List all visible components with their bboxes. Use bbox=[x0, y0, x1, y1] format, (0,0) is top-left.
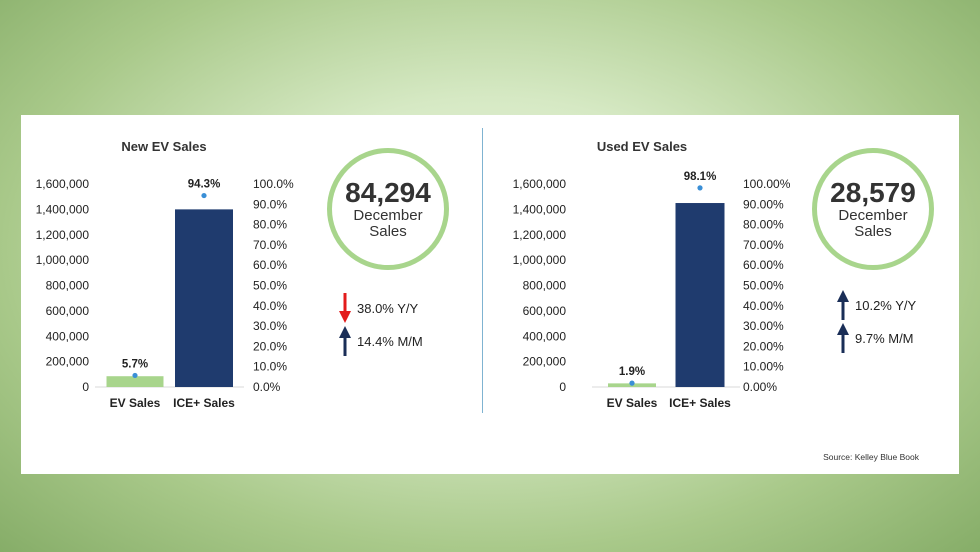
bar-ice-sales bbox=[175, 209, 233, 387]
yoy-stat-text: 38.0% Y/Y bbox=[357, 300, 419, 316]
infographic-card: New EV Sales 1,600,000 1,400,000 1,200,000… bbox=[21, 115, 959, 474]
y2-axis-tick-label: 30.0% bbox=[253, 319, 287, 333]
mom-stat: 9.7% M/M bbox=[837, 323, 914, 353]
new-ev-panel: New EV Sales 1,600,000 1,400,000 1,200,000… bbox=[21, 115, 481, 474]
y-axis-tick-label: 1,400,000 bbox=[36, 202, 90, 216]
y-axis-tick-label: 200,000 bbox=[46, 355, 90, 369]
mom-stat-text: 14.4% M/M bbox=[357, 333, 423, 349]
y2-axis-tick-label: 70.00% bbox=[743, 238, 784, 252]
y2-axis-tick-label: 40.00% bbox=[743, 299, 784, 313]
arrow-up-icon bbox=[339, 326, 351, 356]
yoy-stat-text: 10.2% Y/Y bbox=[855, 297, 917, 313]
bar-ice-sales bbox=[675, 203, 725, 387]
total-sales-ring: 28,579 December Sales bbox=[812, 148, 934, 270]
share-data-label: 5.7% bbox=[122, 358, 148, 370]
arrow-up-icon bbox=[837, 323, 849, 353]
share-data-label: 98.1% bbox=[684, 171, 717, 183]
y2-axis-tick-label: 50.00% bbox=[743, 279, 784, 293]
yoy-stat: 38.0% Y/Y bbox=[339, 293, 418, 323]
used-ev-sales-chart: 1,600,000 1,400,000 1,200,000 1,000,000 800,… bbox=[513, 171, 791, 410]
y-axis-tick-label: 1,600,000 bbox=[513, 177, 567, 191]
y-axis-tick-label: 800,000 bbox=[46, 279, 90, 293]
y2-axis-tick-label: 20.00% bbox=[743, 339, 784, 353]
y2-axis-tick-label: 50.0% bbox=[253, 279, 287, 293]
total-sales-label-sales: Sales bbox=[369, 223, 407, 240]
arrow-down-icon bbox=[339, 293, 351, 323]
total-sales-label-month: December bbox=[838, 207, 908, 224]
x-axis-category-label: ICE+ Sales bbox=[173, 396, 235, 410]
total-sales-ring: 84,294 December Sales bbox=[327, 148, 449, 270]
y-axis-tick-label: 1,200,000 bbox=[36, 228, 90, 242]
share-point bbox=[132, 372, 138, 379]
y2-axis-tick-label: 40.0% bbox=[253, 299, 287, 313]
y2-axis-tick-label: 80.00% bbox=[743, 218, 784, 232]
total-sales-value: 28,579 bbox=[830, 177, 916, 208]
y-axis-tick-label: 1,600,000 bbox=[36, 177, 90, 191]
y-axis-tick-label: 600,000 bbox=[523, 304, 567, 318]
y2-axis-tick-label: 90.0% bbox=[253, 197, 287, 211]
chart-title: Used EV Sales bbox=[596, 139, 688, 154]
y2-axis-tick-label: 60.00% bbox=[743, 258, 784, 272]
y2-axis-tick-label: 90.00% bbox=[743, 197, 784, 211]
new-ev-sales-chart: 1,600,000 1,400,000 1,200,000 1,000,000 800,… bbox=[36, 177, 294, 410]
total-sales-value: 84,294 bbox=[345, 177, 431, 208]
share-point bbox=[697, 185, 703, 191]
y2-axis-tick-label: 100.0% bbox=[253, 177, 294, 191]
y-axis-tick-label: 400,000 bbox=[46, 329, 90, 343]
share-data-label: 1.9% bbox=[619, 366, 645, 378]
y2-axis-tick-label: 100.00% bbox=[743, 177, 791, 191]
used-ev-panel: Used EV Sales 1,600,000 1,400,000 1,200,00… bbox=[497, 115, 957, 474]
y-axis-tick-label: 1,200,000 bbox=[513, 228, 567, 242]
mom-stat-text: 9.7% M/M bbox=[855, 330, 914, 346]
y2-axis-tick-label: 60.0% bbox=[253, 258, 287, 272]
bar-ev-sales bbox=[106, 376, 164, 387]
y-axis-tick-label: 400,000 bbox=[523, 329, 567, 343]
y2-axis-tick-label: 0.0% bbox=[253, 380, 281, 394]
total-sales-label-month: December bbox=[353, 207, 423, 224]
x-axis-category-label: EV Sales bbox=[110, 396, 161, 410]
y2-axis-tick-label: 0.00% bbox=[743, 380, 777, 394]
y-axis-tick-label: 200,000 bbox=[523, 355, 567, 369]
share-point bbox=[629, 380, 635, 386]
y2-axis-tick-label: 20.0% bbox=[253, 339, 287, 353]
total-sales-label-sales: Sales bbox=[854, 223, 892, 240]
x-axis-category-label: EV Sales bbox=[607, 396, 658, 410]
source-note: Source: Kelley Blue Book bbox=[823, 452, 919, 462]
y-axis-tick-label: 0 bbox=[82, 380, 89, 394]
y2-axis-tick-label: 80.0% bbox=[253, 218, 287, 232]
arrow-up-icon bbox=[837, 290, 849, 320]
mom-stat: 14.4% M/M bbox=[339, 326, 423, 356]
y-axis-tick-label: 1,400,000 bbox=[513, 202, 567, 216]
share-data-label: 94.3% bbox=[188, 179, 221, 191]
y2-axis-tick-label: 10.0% bbox=[253, 360, 287, 374]
y-axis-tick-label: 800,000 bbox=[523, 279, 567, 293]
yoy-stat: 10.2% Y/Y bbox=[837, 290, 916, 320]
y-axis-tick-label: 0 bbox=[559, 380, 566, 394]
y2-axis-tick-label: 70.0% bbox=[253, 238, 287, 252]
y2-axis-tick-label: 30.00% bbox=[743, 319, 784, 333]
y-axis-tick-label: 600,000 bbox=[46, 304, 90, 318]
y2-axis-tick-label: 10.00% bbox=[743, 360, 784, 374]
panel-divider bbox=[482, 128, 483, 413]
chart-title: New EV Sales bbox=[121, 139, 207, 154]
share-point bbox=[201, 192, 207, 199]
x-axis-category-label: ICE+ Sales bbox=[669, 396, 731, 410]
y-axis-tick-label: 1,000,000 bbox=[36, 253, 90, 267]
y-axis-tick-label: 1,000,000 bbox=[513, 253, 567, 267]
